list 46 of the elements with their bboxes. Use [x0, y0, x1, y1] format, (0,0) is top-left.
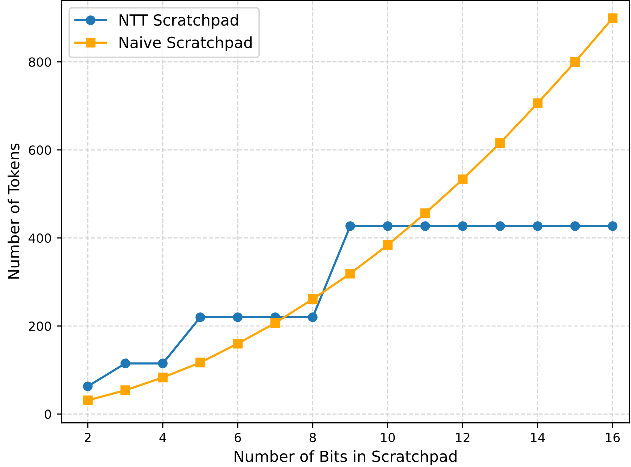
point [533, 98, 543, 108]
point [120, 386, 130, 396]
x-axis-title: Number of Bits in Scratchpad [234, 450, 457, 466]
point [533, 221, 543, 232]
point [608, 14, 618, 24]
point [158, 372, 168, 383]
point [120, 358, 130, 369]
point [458, 174, 468, 185]
point [570, 221, 580, 232]
point [420, 208, 430, 218]
x-tick-label: 4 [160, 433, 166, 442]
x-tick-label: 14 [531, 433, 546, 442]
legend-label: Naive Scratchpad [120, 36, 252, 52]
point [270, 318, 280, 328]
point [496, 138, 506, 148]
x-tick-label: 10 [381, 433, 396, 442]
point [196, 312, 206, 322]
point [83, 382, 93, 392]
point [496, 221, 506, 232]
x-tick-label: 12 [456, 433, 470, 442]
y-tick-label: 200 [29, 322, 52, 332]
point [383, 221, 393, 232]
x-tick-label: 2 [85, 433, 91, 442]
point [458, 221, 468, 232]
point [308, 312, 318, 322]
point [608, 221, 618, 232]
point [346, 268, 356, 279]
y-tick-label: 0 [44, 410, 52, 420]
point [308, 294, 318, 304]
point [83, 396, 93, 406]
point [383, 240, 393, 250]
point [420, 221, 430, 232]
y-axis-title: Number of Tokens [8, 144, 20, 279]
y-tick-label: 600 [29, 146, 52, 156]
y-tick-label: 800 [29, 58, 52, 68]
point [158, 358, 168, 369]
y-tick-label: 400 [28, 234, 52, 244]
point [196, 358, 206, 368]
x-tick-label: 16 [606, 433, 620, 442]
x-tick-label: 6 [234, 433, 242, 442]
x-tick-label: 8 [310, 433, 316, 442]
point [233, 338, 243, 349]
point [346, 221, 356, 232]
point [233, 312, 243, 322]
legend-label: NTT Scratchpad [120, 14, 238, 30]
point [570, 57, 580, 67]
